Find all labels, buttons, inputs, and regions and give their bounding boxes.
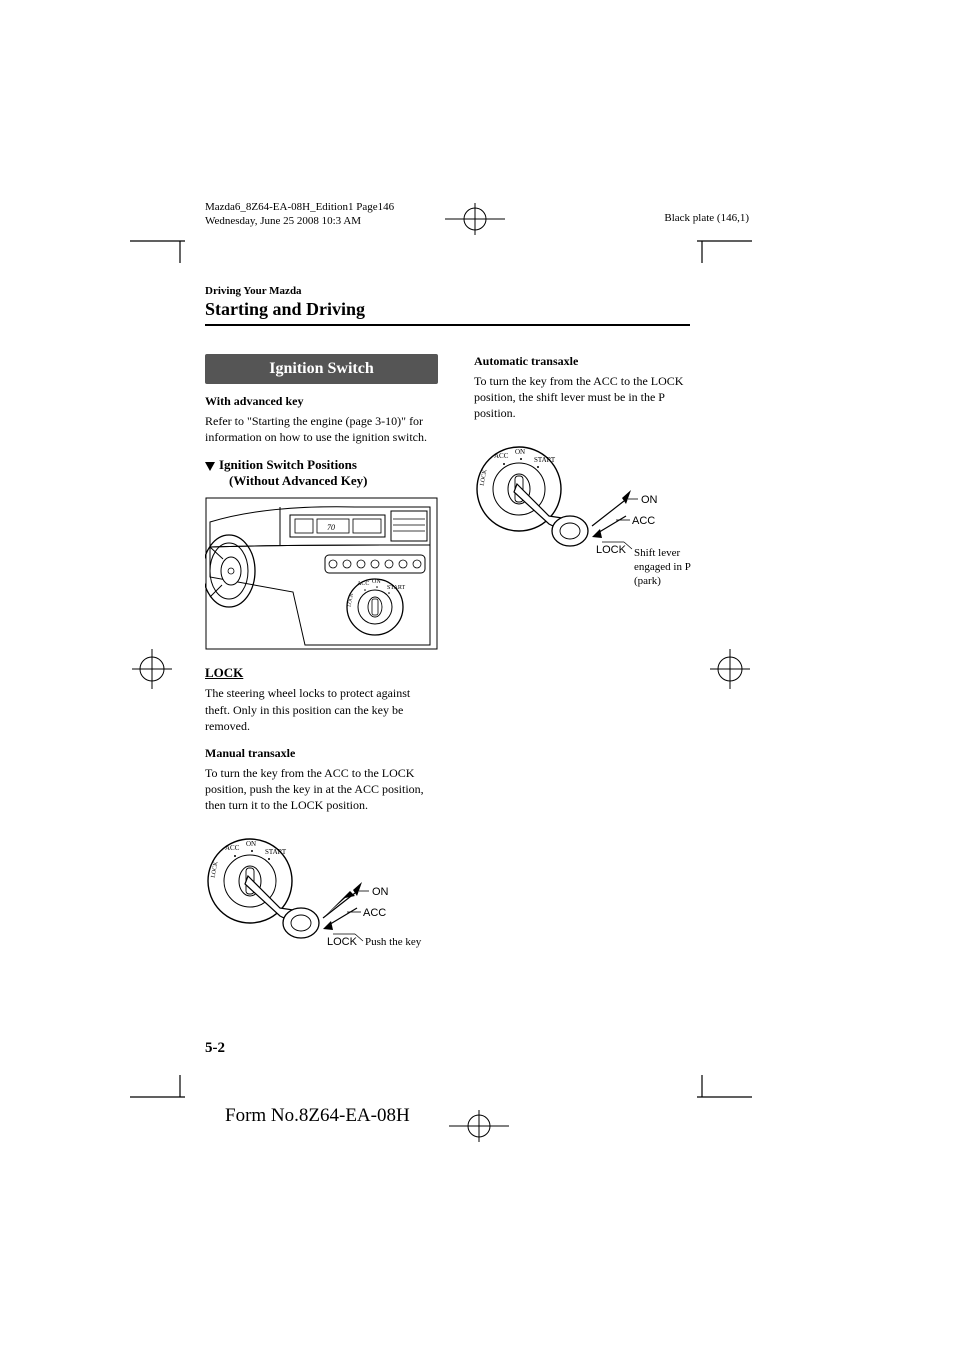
lock-label: LOCK: [327, 936, 358, 948]
caption-line1: Shift lever: [634, 547, 680, 559]
advanced-key-heading: With advanced key: [205, 394, 438, 409]
acc-label: ACC: [632, 515, 655, 527]
svg-text:START: START: [265, 848, 287, 856]
ring-acc-label: ACC: [357, 581, 369, 587]
lock-label: LOCK: [596, 544, 627, 556]
registration-mark-icon: [128, 645, 176, 698]
automatic-heading: Automatic transaxle: [474, 354, 702, 369]
crop-mark-icon: [697, 1075, 752, 1108]
right-column: Automatic transaxle To turn the key from…: [474, 354, 702, 991]
subsection-line1: Ignition Switch Positions: [219, 457, 357, 472]
content-area: Driving Your Mazda Starting and Driving …: [205, 285, 690, 991]
chapter-label: Driving Your Mazda: [205, 285, 690, 297]
manual-text: To turn the key from the ACC to the LOCK…: [205, 765, 438, 814]
subsection-line2: (Without Advanced Key): [229, 473, 367, 488]
svg-text:ON: ON: [515, 448, 525, 456]
ring-on-label: ON: [372, 579, 381, 585]
crop-mark-icon: [130, 235, 185, 268]
svg-text:ACC: ACC: [225, 844, 240, 852]
lock-text: The steering wheel locks to protect agai…: [205, 685, 438, 734]
caption-line2: engaged in P: [634, 561, 691, 573]
caption-line3: (park): [634, 575, 661, 587]
section-title: Starting and Driving: [205, 299, 690, 326]
svg-text:70: 70: [327, 523, 335, 532]
lock-heading: LOCK: [205, 665, 438, 681]
on-label: ON: [641, 494, 658, 506]
svg-text:ON: ON: [246, 840, 256, 848]
columns: Ignition Switch With advanced key Refer …: [205, 354, 690, 991]
ignition-diagram-auto: ACC ON START LOCK: [474, 434, 702, 619]
registration-mark-icon: [706, 645, 754, 698]
subsection-heading: Ignition Switch Positions (Without Advan…: [205, 457, 438, 489]
svg-text:ACC: ACC: [494, 452, 509, 460]
ring-start-label: START: [387, 585, 405, 591]
manual-heading: Manual transaxle: [205, 746, 438, 761]
svg-text:START: START: [534, 456, 556, 464]
topic-banner: Ignition Switch: [205, 354, 438, 384]
form-number: Form No.8Z64-EA-08H: [225, 1105, 410, 1127]
page-number: 5-2: [205, 1040, 225, 1057]
ignition-diagram-manual: ACC ON START LOCK: [205, 826, 438, 981]
triangle-down-icon: [205, 462, 215, 471]
push-key-caption: Push the key: [365, 936, 422, 948]
on-label: ON: [372, 886, 389, 898]
black-plate-label: Black plate (146,1): [664, 212, 749, 224]
advanced-key-text: Refer to "Starting the engine (page 3-10…: [205, 413, 438, 445]
crop-mark-icon: [130, 1075, 185, 1108]
crop-mark-icon: [697, 235, 752, 268]
dashboard-illustration: 70: [205, 497, 438, 655]
left-column: Ignition Switch With advanced key Refer …: [205, 354, 438, 991]
registration-mark-icon: [445, 200, 505, 243]
automatic-text: To turn the key from the ACC to the LOCK…: [474, 373, 702, 422]
acc-label: ACC: [363, 907, 386, 919]
registration-mark-icon: [449, 1107, 509, 1150]
